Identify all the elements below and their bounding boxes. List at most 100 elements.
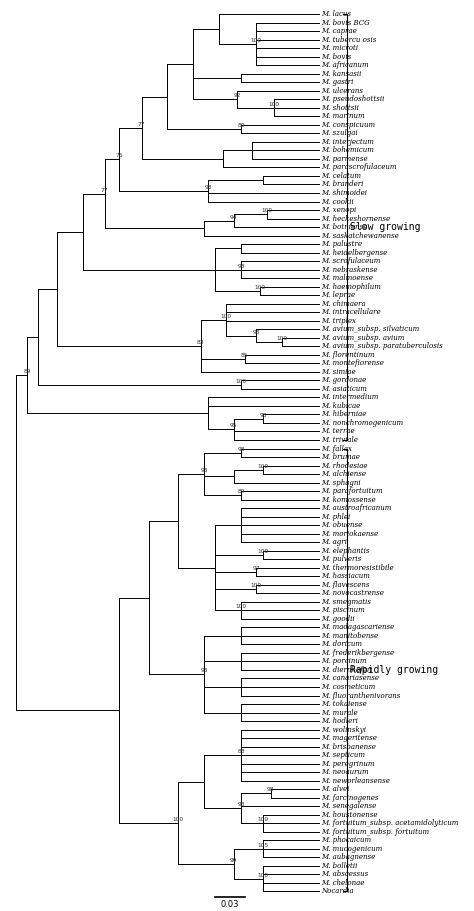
Text: 98: 98 xyxy=(201,468,208,473)
Text: M. branderi: M. branderi xyxy=(321,180,364,189)
Text: M. sphagni: M. sphagni xyxy=(321,478,361,486)
Text: M. brumae: M. brumae xyxy=(321,453,360,461)
Text: M. botniense: M. botniense xyxy=(321,223,368,231)
Text: M. szulgai: M. szulgai xyxy=(321,129,358,138)
Text: M. pulveris: M. pulveris xyxy=(321,555,362,563)
Text: M. hiberniae: M. hiberniae xyxy=(321,411,366,418)
Text: M. obuense: M. obuense xyxy=(321,521,363,529)
Text: M. palustre: M. palustre xyxy=(321,241,362,248)
Text: M. kubicae: M. kubicae xyxy=(321,402,361,410)
Text: 100: 100 xyxy=(269,102,280,107)
Text: M. doricum: M. doricum xyxy=(321,640,362,649)
Text: M. cosmeticum: M. cosmeticum xyxy=(321,683,375,691)
Text: 100: 100 xyxy=(236,379,247,384)
Text: M. farcinogenes: M. farcinogenes xyxy=(321,793,379,802)
Text: M. heidelbergense: M. heidelbergense xyxy=(321,249,387,257)
Text: 100: 100 xyxy=(173,816,184,822)
Text: 98: 98 xyxy=(237,446,245,452)
Text: M. austroafricanum: M. austroafricanum xyxy=(321,504,392,512)
Text: M. phocaicum: M. phocaicum xyxy=(321,836,371,844)
Text: 97: 97 xyxy=(252,566,260,571)
Text: M. diernhoferi: M. diernhoferi xyxy=(321,666,373,674)
Text: M. conspicuum: M. conspicuum xyxy=(321,121,375,128)
Text: M. simiae: M. simiae xyxy=(321,368,356,376)
Text: M. phlei: M. phlei xyxy=(321,513,350,521)
Text: M. hassiacum: M. hassiacum xyxy=(321,572,370,580)
Text: Rapidly growing: Rapidly growing xyxy=(350,665,438,675)
Text: 89: 89 xyxy=(23,369,31,374)
Text: 76: 76 xyxy=(116,153,123,159)
Text: M. peregrinum: M. peregrinum xyxy=(321,760,375,768)
Text: M. avium_subsp. silvaticum: M. avium_subsp. silvaticum xyxy=(321,325,419,333)
Text: M. flavescens: M. flavescens xyxy=(321,581,370,589)
Text: 98: 98 xyxy=(204,185,212,189)
Text: 77: 77 xyxy=(138,122,146,127)
Text: M. heckeshornense: M. heckeshornense xyxy=(321,215,391,222)
Text: M. pseudoshottsii: M. pseudoshottsii xyxy=(321,96,384,103)
Text: M. triplex: M. triplex xyxy=(321,317,356,324)
Text: M. caprae: M. caprae xyxy=(321,27,357,36)
Text: M. haemophilum: M. haemophilum xyxy=(321,282,381,291)
Text: M. intracellulare: M. intracellulare xyxy=(321,308,381,316)
Text: M. parafortuitum: M. parafortuitum xyxy=(321,487,383,495)
Text: M. abscessus: M. abscessus xyxy=(321,870,368,878)
Text: M. gastri: M. gastri xyxy=(321,78,354,87)
Text: M. smegmatis: M. smegmatis xyxy=(321,598,371,606)
Text: 100: 100 xyxy=(262,209,273,213)
Text: Nocardia: Nocardia xyxy=(321,887,354,896)
Text: 105: 105 xyxy=(258,843,269,848)
Text: 98: 98 xyxy=(237,263,245,269)
Text: 99: 99 xyxy=(230,857,237,863)
Text: M. neoaurum: M. neoaurum xyxy=(321,768,369,776)
Text: M. terrae: M. terrae xyxy=(321,427,355,435)
Text: M. rhodesiae: M. rhodesiae xyxy=(321,462,368,469)
Text: 100: 100 xyxy=(276,336,287,341)
Text: 98: 98 xyxy=(201,668,208,673)
Text: M. novocastrense: M. novocastrense xyxy=(321,589,384,598)
Text: M. wolinskyi: M. wolinskyi xyxy=(321,725,366,733)
Text: M. goodii: M. goodii xyxy=(321,615,355,623)
Text: M. marinum: M. marinum xyxy=(321,112,365,120)
Text: 93: 93 xyxy=(237,803,245,807)
Text: M. shimoidei: M. shimoidei xyxy=(321,189,367,197)
Text: M. scrofulaceum: M. scrofulaceum xyxy=(321,257,381,265)
Text: M. brisbanense: M. brisbanense xyxy=(321,742,376,751)
Text: M. intermedium: M. intermedium xyxy=(321,394,379,402)
Text: M. avium_subsp. paratuberculosis: M. avium_subsp. paratuberculosis xyxy=(321,343,443,351)
Text: Slow growing: Slow growing xyxy=(350,222,420,232)
Text: M. chimaera: M. chimaera xyxy=(321,300,366,308)
Text: M. porcinum: M. porcinum xyxy=(321,658,367,665)
Text: M. fluoranthenivorans: M. fluoranthenivorans xyxy=(321,691,401,700)
Text: 100: 100 xyxy=(221,313,232,319)
Text: M. alchiense: M. alchiense xyxy=(321,470,366,478)
Text: M. asiaticum: M. asiaticum xyxy=(321,385,367,393)
Text: M. microti: M. microti xyxy=(321,45,358,52)
Text: M. parmense: M. parmense xyxy=(321,155,368,163)
Text: M. fortuitum_subsp. acetamidolyticum: M. fortuitum_subsp. acetamidolyticum xyxy=(321,819,459,827)
Text: M. tokaiense: M. tokaiense xyxy=(321,700,367,708)
Text: M. agri: M. agri xyxy=(321,538,347,547)
Text: 95: 95 xyxy=(230,424,237,428)
Text: M. saskatchewanense: M. saskatchewanense xyxy=(321,231,399,240)
Text: M. senegalense: M. senegalense xyxy=(321,803,376,810)
Text: M. frederikbergense: M. frederikbergense xyxy=(321,649,394,657)
Text: 100: 100 xyxy=(258,464,269,468)
Text: M. komossense: M. komossense xyxy=(321,496,376,504)
Text: 80: 80 xyxy=(237,123,245,128)
Text: M. gordonae: M. gordonae xyxy=(321,376,366,384)
Text: 100: 100 xyxy=(250,583,262,588)
Text: M. florentinum: M. florentinum xyxy=(321,351,375,359)
Text: M. hodleri: M. hodleri xyxy=(321,717,358,725)
Text: M. murale: M. murale xyxy=(321,709,358,717)
Text: M. aubagnense: M. aubagnense xyxy=(321,854,375,861)
Text: M. mucogenicum: M. mucogenicum xyxy=(321,844,383,853)
Text: M. triviale: M. triviale xyxy=(321,436,358,444)
Text: M. nebraskense: M. nebraskense xyxy=(321,266,378,273)
Text: 98: 98 xyxy=(260,413,267,417)
Text: 83: 83 xyxy=(237,749,245,754)
Text: 100: 100 xyxy=(250,38,262,43)
Text: M. tubercu osis: M. tubercu osis xyxy=(321,36,377,44)
Text: M. shottsii: M. shottsii xyxy=(321,104,359,112)
Text: M. fortuitum_subsp. fortuitum: M. fortuitum_subsp. fortuitum xyxy=(321,828,429,835)
Text: M. mageritense: M. mageritense xyxy=(321,734,377,742)
